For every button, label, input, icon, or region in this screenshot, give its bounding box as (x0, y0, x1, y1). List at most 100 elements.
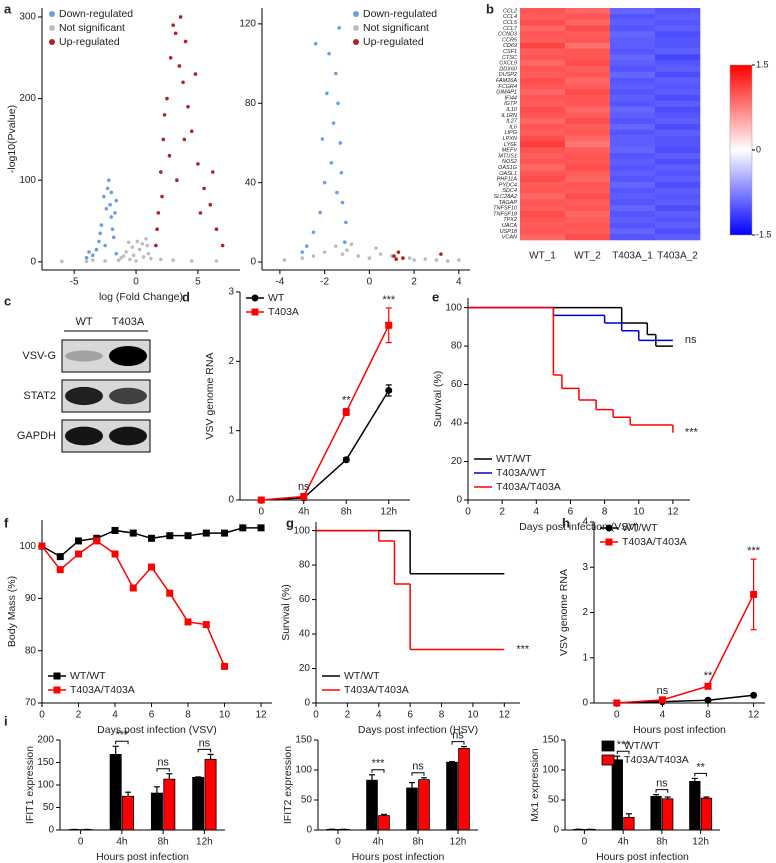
marker (38, 542, 46, 550)
y-tick-label: 20 (299, 663, 311, 674)
heatmap-cell (565, 153, 611, 160)
bar (623, 817, 635, 831)
legend-label: WT/WT (344, 670, 380, 682)
point (325, 91, 329, 96)
panel-letter: a (4, 1, 12, 16)
heatmap-cell (520, 176, 566, 183)
bar (689, 781, 701, 831)
heatmap-cell (610, 222, 656, 229)
heatmap-cell (520, 13, 566, 20)
heatmap-cell (655, 100, 701, 107)
heatmap-cell (520, 158, 566, 165)
marker (184, 618, 192, 626)
row-label: LIPG (504, 130, 517, 136)
point (114, 198, 119, 203)
y-tick-label: 1 (582, 652, 588, 663)
point (396, 250, 401, 254)
heatmap-cell (520, 211, 566, 218)
legend-label: T403A/WT (496, 467, 547, 479)
heatmap-cell (655, 77, 701, 84)
heatmap-cell (520, 31, 566, 38)
band (109, 426, 147, 446)
x-tick-label: 12 (667, 507, 679, 518)
heatmap-cell (565, 100, 611, 107)
heatmap-cell (655, 48, 701, 55)
heatmap-cell (565, 199, 611, 206)
legend-label: WT/WT (496, 453, 532, 465)
heatmap-cell (520, 216, 566, 223)
heatmap-cell (655, 135, 701, 142)
point (146, 251, 151, 256)
point (202, 186, 206, 191)
marker (257, 524, 265, 532)
bracket (694, 772, 707, 777)
colorbar (729, 64, 753, 236)
annotation: ns (452, 730, 464, 742)
bar (192, 776, 205, 831)
x-tick-label: 0 (133, 277, 139, 288)
point (107, 178, 111, 183)
marker (202, 621, 210, 629)
y-tick-label: 100 (37, 780, 54, 791)
x-tick-label: 8 (705, 710, 711, 721)
heatmap-cell (655, 193, 701, 200)
row-label: CCND3 (498, 32, 518, 38)
point (320, 137, 325, 141)
row-label: PYDC4 (499, 182, 517, 188)
heatmap-cell (565, 13, 611, 20)
y-tick-label: 50 (301, 795, 313, 806)
x-tick-label: 12h (450, 837, 467, 848)
row-label: CCL7 (503, 26, 518, 32)
heatmap-cell (610, 124, 656, 131)
point (178, 15, 183, 19)
point (282, 258, 287, 262)
heatmap-cell (520, 187, 566, 194)
heatmap-cell (565, 8, 611, 15)
y-tick-label: 0 (48, 825, 54, 836)
legend-symbol (49, 25, 55, 31)
annotation: *** (685, 427, 699, 439)
point (339, 170, 344, 175)
y-tick-label: 0 (456, 495, 462, 506)
panel-letter: g (286, 515, 294, 530)
marker (704, 682, 712, 690)
heatmap-cell (610, 147, 656, 154)
heatmap-cell (520, 193, 566, 200)
point (137, 247, 142, 252)
marker (385, 321, 393, 329)
heatmap-cell (655, 211, 701, 218)
heatmap-cell (565, 129, 611, 136)
marker (129, 584, 137, 592)
heatmap-cell (610, 100, 656, 107)
bracket (616, 750, 630, 755)
heatmap-cell (655, 13, 701, 20)
heatmap-cell (520, 205, 566, 212)
row-label: CCL2 (503, 8, 517, 14)
x-tick-label: 8h (412, 837, 423, 848)
heatmap-cell (520, 48, 566, 55)
y-tick-label: 2 (228, 356, 234, 367)
row-label: IL27 (506, 119, 518, 125)
annotation: ns (412, 761, 424, 773)
series-line (261, 390, 390, 501)
point (90, 258, 95, 263)
x-tick-label: 4h (116, 837, 127, 848)
marker (342, 456, 350, 464)
heatmap-cell (655, 147, 701, 154)
series-line (616, 694, 754, 704)
heatmap-cell (655, 222, 701, 229)
heatmap-cell (655, 106, 701, 113)
legend-label: Up-regulated (59, 36, 120, 48)
heatmap-cell (655, 112, 701, 119)
heatmap-cell (565, 71, 611, 78)
legend-symbol (353, 11, 359, 17)
heatmap-cell (520, 141, 566, 148)
heatmap-cell (655, 25, 701, 32)
point (154, 243, 158, 248)
point (329, 161, 334, 165)
point (214, 227, 219, 231)
bar (378, 815, 390, 831)
y-axis-label: IFIT1 expression (24, 746, 36, 824)
point (214, 259, 219, 263)
row-label: MTUS1 (498, 153, 517, 159)
